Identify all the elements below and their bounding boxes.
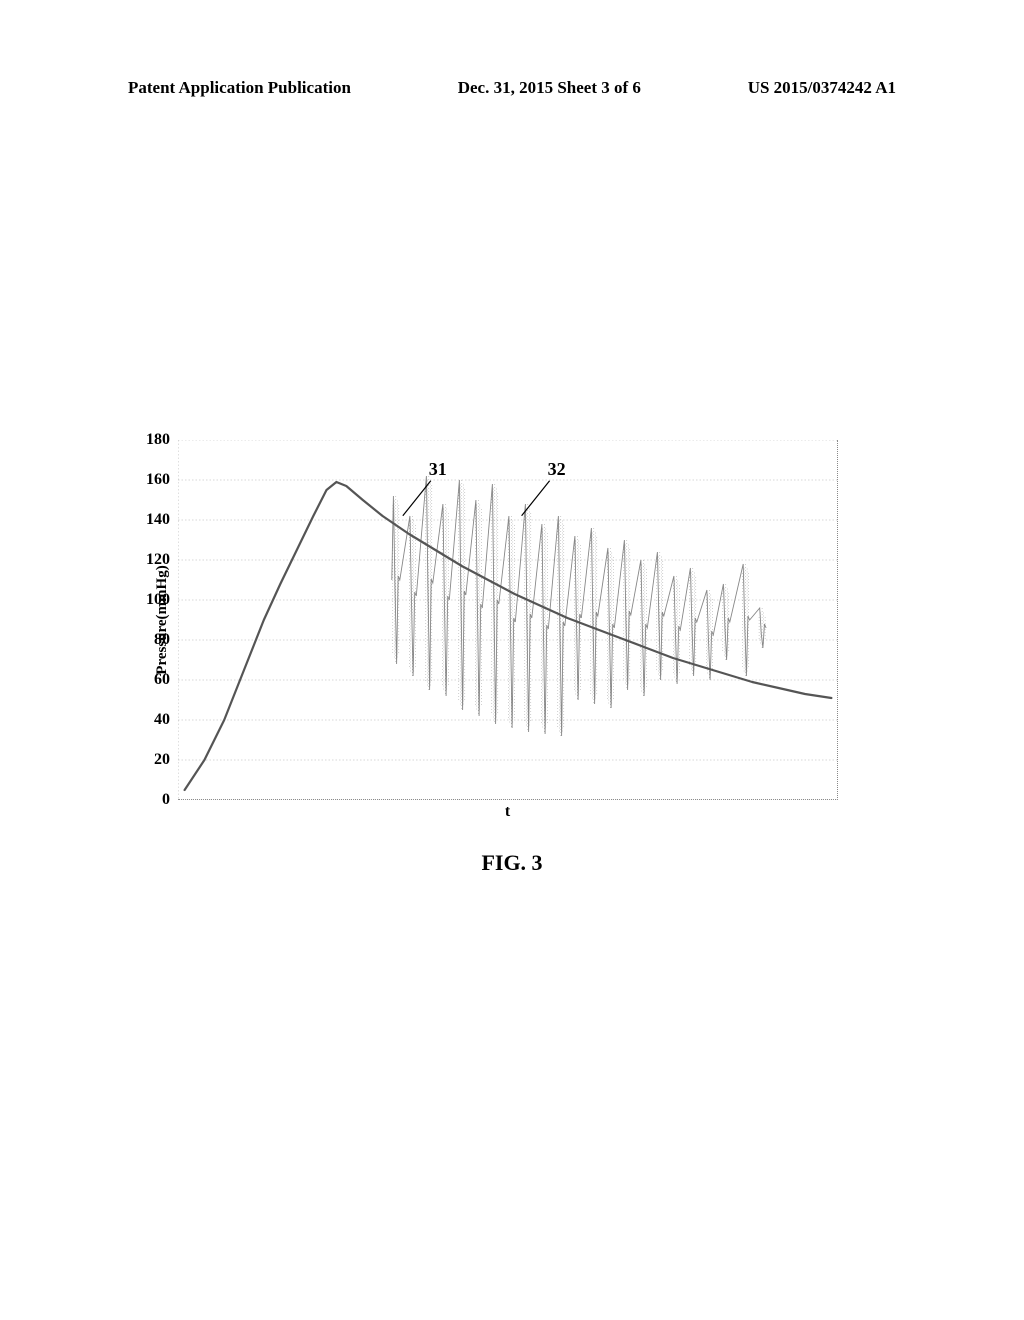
pressure-chart: Pressure(mmHg) t 02040608010012014016018… xyxy=(178,440,838,800)
y-tick-label: 20 xyxy=(154,751,170,769)
cuff-pressure-curve xyxy=(185,482,832,790)
y-tick-label: 60 xyxy=(154,671,170,689)
x-axis-label: t xyxy=(505,803,510,821)
page-header: Patent Application Publication Dec. 31, … xyxy=(128,78,896,98)
callout-label: 31 xyxy=(429,459,447,480)
chart-canvas xyxy=(178,440,838,800)
y-tick-label: 160 xyxy=(146,471,170,489)
y-tick-label: 80 xyxy=(154,631,170,649)
y-tick-label: 140 xyxy=(146,511,170,529)
header-left: Patent Application Publication xyxy=(128,78,351,98)
figure-caption: FIG. 3 xyxy=(0,850,1024,876)
callout-label: 32 xyxy=(548,459,566,480)
y-tick-label: 100 xyxy=(146,591,170,609)
y-tick-label: 40 xyxy=(154,711,170,729)
header-center: Dec. 31, 2015 Sheet 3 of 6 xyxy=(458,78,641,98)
y-tick-label: 120 xyxy=(146,551,170,569)
y-tick-label: 180 xyxy=(146,431,170,449)
y-axis-label: Pressure(mmHg) xyxy=(154,565,171,674)
y-tick-label: 0 xyxy=(162,791,170,809)
header-right: US 2015/0374242 A1 xyxy=(748,78,896,98)
oscillation-waveform xyxy=(392,476,766,736)
